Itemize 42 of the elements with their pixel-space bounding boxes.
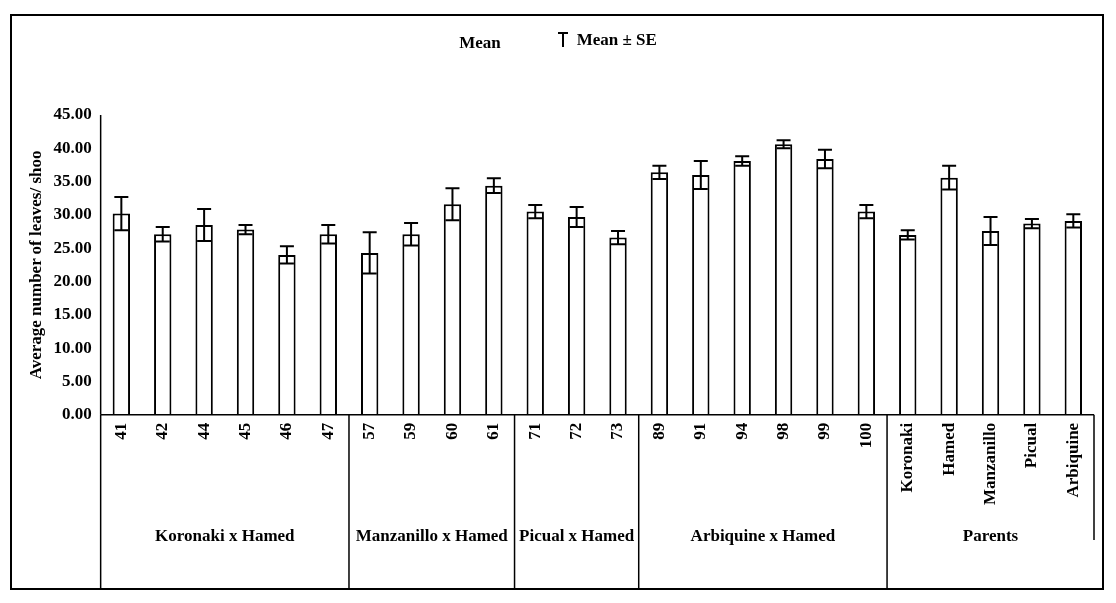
x-tick-label: 89 — [648, 422, 668, 440]
x-tick-label: 44 — [193, 422, 213, 440]
y-axis-title: Average number of leaves/ shoo — [25, 150, 45, 380]
x-tick-label: 73 — [607, 422, 627, 440]
x-tick-label: 45 — [234, 422, 254, 440]
text: Parents — [962, 526, 1019, 546]
x-tick-label: 98 — [772, 422, 792, 440]
text: Arbiquine x Hamed — [690, 526, 836, 546]
x-tick-label: Arbiquine — [1062, 422, 1082, 498]
x-tick-label: 94 — [731, 422, 751, 440]
y-tick-label: 20.00 — [53, 270, 92, 290]
x-tick-label: Picual — [1021, 422, 1041, 469]
y-tick-label: 15.00 — [53, 304, 92, 324]
y-tick-label: 30.00 — [53, 204, 92, 224]
x-tick-label: 42 — [152, 422, 172, 440]
x-tick-label: 41 — [110, 422, 130, 440]
x-tick-label: Manzanillo — [979, 422, 999, 505]
x-tick-label: 60 — [441, 422, 461, 440]
x-tick-label: 47 — [317, 422, 337, 440]
y-tick-label: 35.00 — [53, 171, 92, 191]
text: Picual x Hamed — [519, 526, 635, 546]
x-tick-label: 57 — [359, 422, 379, 440]
y-tick-label: 25.00 — [53, 237, 92, 257]
x-tick-label: 61 — [483, 422, 503, 440]
y-tick-label: 5.00 — [61, 370, 92, 390]
y-tick-label: 40.00 — [53, 137, 92, 157]
text: Manzanillo x Hamed — [355, 526, 509, 546]
y-tick-label: 0.00 — [61, 404, 92, 424]
y-tick-label: 45.00 — [53, 104, 92, 124]
text: Mean ± SE — [576, 30, 657, 50]
x-tick-label: 71 — [524, 422, 544, 440]
text: Mean — [459, 33, 501, 53]
x-tick-label: 91 — [690, 422, 710, 440]
y-tick-label: 10.00 — [53, 337, 92, 357]
x-tick-label: 99 — [814, 422, 834, 440]
text: Koronaki x Hamed — [155, 526, 296, 546]
x-tick-label: 59 — [400, 422, 420, 440]
x-tick-label: Hamed — [938, 422, 958, 476]
x-tick-label: Koronaki — [897, 422, 917, 493]
x-tick-label: 72 — [566, 422, 586, 440]
x-tick-label: 46 — [276, 422, 296, 440]
x-tick-label: 100 — [855, 422, 875, 449]
